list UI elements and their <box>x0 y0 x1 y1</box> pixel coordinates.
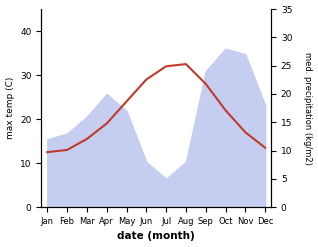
Y-axis label: med. precipitation (kg/m2): med. precipitation (kg/m2) <box>303 52 313 165</box>
Y-axis label: max temp (C): max temp (C) <box>5 77 15 139</box>
X-axis label: date (month): date (month) <box>117 231 195 242</box>
